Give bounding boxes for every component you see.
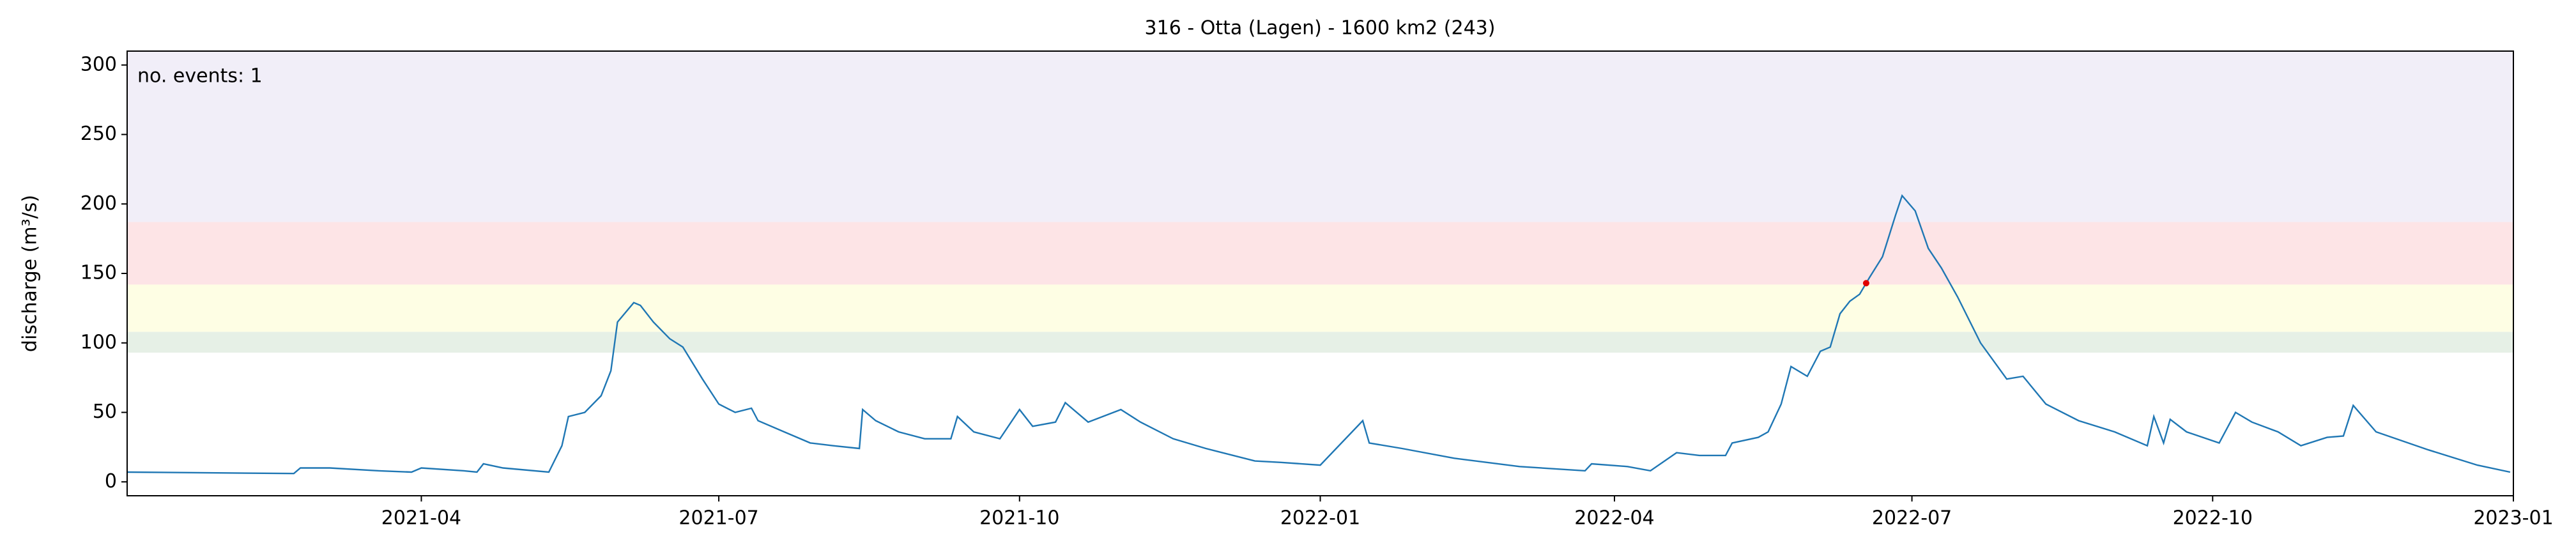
threshold-band — [127, 332, 2513, 353]
annotation: no. events: 1 — [137, 65, 263, 88]
x-tick-label: 2022-04 — [1574, 507, 1654, 530]
plot-frame — [126, 50, 2514, 496]
y-tick-label: 300 — [80, 53, 117, 75]
y-tick-label: 150 — [80, 262, 117, 284]
x-tick-label: 2022-01 — [1280, 507, 1360, 530]
x-tick-label: 2022-10 — [2173, 507, 2253, 530]
threshold-band — [127, 222, 2513, 285]
x-tick-label: 2022-07 — [1872, 507, 1952, 530]
y-tick-label: 50 — [93, 401, 117, 423]
x-tick-label: 2021-04 — [381, 507, 461, 530]
threshold-band — [127, 51, 2513, 222]
discharge-line — [126, 194, 2511, 475]
y-tick-label: 250 — [80, 123, 117, 145]
x-tick-label: 2023-01 — [2473, 507, 2553, 530]
y-tick-label: 0 — [105, 470, 117, 493]
x-tick-label: 2021-07 — [678, 507, 758, 530]
event-point — [1862, 280, 1869, 287]
chart-title: 316 - Otta (Lagen) - 1600 km2 (243) — [1145, 17, 1496, 40]
threshold-band — [127, 284, 2513, 332]
y-axis-label: discharge (m³/s) — [19, 195, 42, 352]
y-tick-label: 200 — [80, 192, 117, 215]
x-tick-label: 2021-10 — [979, 507, 1059, 530]
y-tick-label: 100 — [80, 331, 117, 353]
